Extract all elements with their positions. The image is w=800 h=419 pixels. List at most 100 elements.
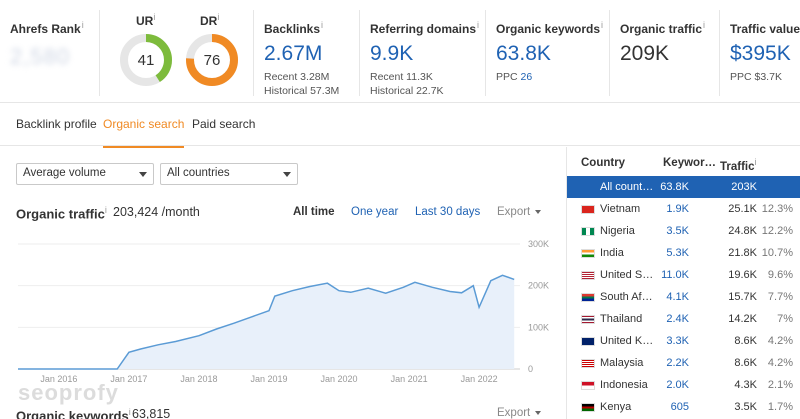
x-tick-label: Jan 2016 [40, 374, 77, 384]
country-name: United K… [600, 335, 654, 347]
backlinks-card: Backlinksi 2.67M Recent 3.28M Historical… [254, 10, 360, 97]
keywords-value[interactable]: 2.2K [666, 357, 689, 369]
keywords-value[interactable]: 3.5K [666, 225, 689, 237]
traffic-percent: 9.6% [767, 269, 793, 281]
country-name: Kenya [600, 401, 632, 413]
tab-backlink-profile[interactable]: Backlink profile [16, 117, 97, 131]
flag-th-icon [581, 315, 595, 324]
keywords-value[interactable]: 63.8K [660, 181, 689, 193]
ur-value: 41 [138, 52, 155, 69]
traffic-value-card: Traffic valuei $395K PPC $3.7K [720, 10, 800, 96]
referring-domains-value[interactable]: 9.9K [370, 42, 414, 65]
x-tick-label: Jan 2021 [391, 374, 428, 384]
volume-select[interactable]: Average volume [16, 163, 154, 185]
table-row[interactable]: Vietnam 1.9K 25.1K 12.3% [567, 198, 800, 220]
backlinks-recent: Recent 3.28M [264, 71, 330, 83]
metrics-strip: Ahrefs Ranki 2,580 URi 41 DRi 76 Backlin… [0, 0, 800, 103]
organic-traffic-label: Organic traffici [620, 20, 706, 36]
range-all-time[interactable]: All time [293, 206, 335, 218]
traffic-value-value[interactable]: $395K [730, 42, 791, 65]
col-header-traffic[interactable]: Traffici [720, 157, 757, 173]
traffic-value-label: Traffic valuei [730, 22, 800, 36]
x-tick-label: Jan 2019 [250, 374, 287, 384]
referring-domains-card: Referring domainsi 9.9K Recent 11.3K His… [360, 10, 486, 97]
table-row[interactable]: Kenya 605 3.5K 1.7% [567, 396, 800, 418]
col-header-keywords[interactable]: Keywor… [663, 157, 717, 169]
country-name: United S… [600, 269, 654, 281]
traffic-percent: 4.2% [767, 357, 793, 369]
dr-value: 76 [204, 52, 221, 69]
chevron-down-icon [139, 172, 147, 177]
keywords-value[interactable]: 3.3K [666, 335, 689, 347]
table-row[interactable]: Indonesia 2.0K 4.3K 2.1% [567, 374, 800, 396]
table-row[interactable]: India 5.3K 21.8K 10.7% [567, 242, 800, 264]
col-header-country[interactable]: Country [581, 157, 626, 169]
keywords-value[interactable]: 605 [670, 401, 689, 413]
traffic-percent: 7.7% [767, 291, 793, 303]
flag-gb-icon [581, 337, 595, 346]
y-tick-label: 300K [528, 239, 549, 249]
table-row[interactable]: All count… 63.8K 203K [567, 176, 800, 198]
flag-ng-icon [581, 227, 595, 236]
backlinks-value[interactable]: 2.67M [264, 42, 323, 65]
backlinks-historical: Historical 57.3M [264, 85, 340, 97]
keywords-value[interactable]: 11.0K [661, 269, 689, 281]
traffic-value: 3.5K [734, 401, 757, 413]
country-name: Malaysia [600, 357, 644, 369]
keywords-value[interactable]: 2.0K [666, 379, 689, 391]
traffic-percent: 12.3% [761, 203, 793, 215]
flag-in-icon [581, 249, 595, 258]
dr-label: DRi [200, 12, 220, 28]
ur-gauge[interactable]: 41 [118, 32, 174, 91]
organic-traffic-chart-value: 203,424 /month [113, 205, 200, 219]
backlinks-label: Backlinksi [264, 20, 324, 36]
traffic-value: 21.8K [728, 247, 757, 259]
dr-gauge[interactable]: 76 [184, 32, 240, 91]
flag-id-icon [581, 381, 595, 390]
organic-keywords-value[interactable]: 63.8K [496, 42, 551, 65]
ppc-keywords-link[interactable]: 26 [520, 71, 533, 83]
table-row[interactable]: United K… 3.3K 8.6K 4.2% [567, 330, 800, 352]
traffic-percent: 12.2% [761, 225, 793, 237]
flag-ke-icon [581, 403, 595, 412]
flag-za-icon [581, 293, 595, 302]
range-one-year[interactable]: One year [351, 206, 399, 218]
ahrefs-rank-card: Ahrefs Ranki 2,580 [0, 10, 100, 96]
table-row[interactable]: Malaysia 2.2K 8.6K 4.2% [567, 352, 800, 374]
country-name: All count… [600, 181, 654, 193]
tab-organic-search[interactable]: Organic search [103, 117, 185, 148]
organic-search-panel: Average volume All countries Organic tra… [0, 147, 566, 419]
flag-us-icon [581, 271, 595, 280]
table-row[interactable]: South Af… 4.1K 15.7K 7.7% [567, 286, 800, 308]
keywords-value[interactable]: 1.9K [666, 203, 689, 215]
table-row[interactable]: Thailand 2.4K 14.2K 7% [567, 308, 800, 330]
volume-select-value: Average volume [23, 167, 106, 179]
flag-my-icon [581, 359, 595, 368]
keywords-value[interactable]: 4.1K [666, 291, 689, 303]
traffic-value: 19.6K [728, 269, 757, 281]
referring-domains-label: Referring domainsi [370, 20, 480, 36]
ur-label: URi [136, 12, 156, 28]
report-tabs: Backlink profile Organic search Paid sea… [0, 104, 800, 148]
range-last-30-days[interactable]: Last 30 days [415, 206, 481, 218]
keywords-value[interactable]: 2.4K [666, 313, 689, 325]
export-button[interactable]: Export [497, 206, 542, 218]
countries-select[interactable]: All countries [160, 163, 298, 185]
watermark-logo: seoprofy [18, 380, 119, 405]
traffic-percent: 4.2% [767, 335, 793, 347]
export-keywords-button[interactable]: Export [497, 407, 542, 419]
country-name: Indonesia [600, 379, 648, 391]
x-tick-label: Jan 2020 [321, 374, 358, 384]
tab-paid-search[interactable]: Paid search [192, 117, 256, 131]
country-name: Thailand [600, 313, 643, 325]
keywords-value[interactable]: 5.3K [666, 247, 689, 259]
y-tick-label: 100K [528, 322, 549, 332]
y-tick-label: 0 [528, 364, 533, 374]
traffic-value-ppc: PPC $3.7K [730, 71, 782, 83]
table-row[interactable]: Nigeria 3.5K 24.8K 12.2% [567, 220, 800, 242]
table-row[interactable]: United S… 11.0K 19.6K 9.6% [567, 264, 800, 286]
x-tick-label: Jan 2017 [110, 374, 147, 384]
traffic-value: 25.1K [728, 203, 757, 215]
organic-keywords-card: Organic keywordsi 63.8K PPC 26 [486, 10, 610, 96]
country-name: Nigeria [600, 225, 635, 237]
